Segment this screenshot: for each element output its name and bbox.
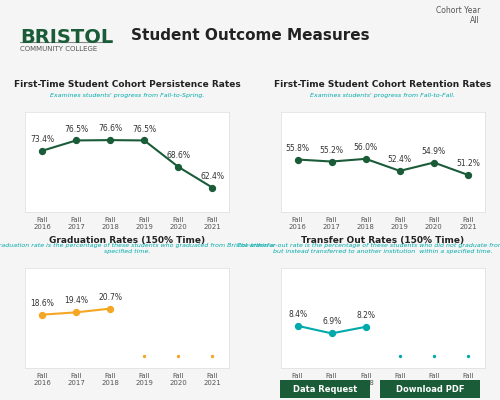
Title: Transfer Out Rates (150% Time): Transfer Out Rates (150% Time)	[301, 236, 464, 245]
Text: 76.6%: 76.6%	[98, 124, 122, 133]
Point	[140, 353, 148, 359]
Point	[106, 306, 114, 312]
Point	[106, 137, 114, 143]
Text: 55.2%: 55.2%	[320, 146, 344, 154]
Point	[464, 353, 472, 359]
Text: BRISTOL: BRISTOL	[20, 28, 113, 47]
Text: Examines students' progress from Fall-to-Fall.: Examines students' progress from Fall-to…	[310, 93, 456, 98]
Text: 55.8%: 55.8%	[286, 144, 310, 152]
Text: 62.4%: 62.4%	[200, 172, 224, 181]
Point	[430, 353, 438, 359]
Point	[38, 148, 46, 154]
Point	[208, 184, 216, 191]
Point	[72, 137, 80, 144]
Point	[396, 353, 404, 359]
Text: 6.9%: 6.9%	[322, 318, 342, 326]
Point	[140, 137, 148, 144]
Text: The transfer-out rate is the percentage of these students who did not graduate f: The transfer-out rate is the percentage …	[238, 243, 500, 254]
Text: 51.2%: 51.2%	[456, 159, 480, 168]
Point	[328, 158, 336, 165]
Text: Examines students' progress from Fall-to-Spring.: Examines students' progress from Fall-to…	[50, 93, 204, 98]
Text: 19.4%: 19.4%	[64, 296, 88, 306]
Text: 18.6%: 18.6%	[30, 299, 54, 308]
Title: Graduation Rates (150% Time): Graduation Rates (150% Time)	[49, 236, 205, 245]
Text: Cohort Year
All: Cohort Year All	[436, 6, 480, 25]
Text: Download PDF: Download PDF	[396, 384, 464, 394]
Point	[464, 172, 472, 178]
Text: 68.6%: 68.6%	[166, 151, 190, 160]
Text: Data Request: Data Request	[293, 384, 357, 394]
Point	[174, 164, 182, 170]
Text: 76.5%: 76.5%	[64, 124, 88, 134]
Point	[362, 156, 370, 162]
Title: First-Time Student Cohort Retention Rates: First-Time Student Cohort Retention Rate…	[274, 80, 492, 89]
Point	[208, 353, 216, 359]
Text: 52.4%: 52.4%	[388, 155, 412, 164]
Text: 8.2%: 8.2%	[356, 311, 375, 320]
Point	[362, 324, 370, 330]
Point	[72, 309, 80, 316]
Text: 54.9%: 54.9%	[422, 146, 446, 156]
Point	[430, 159, 438, 166]
Text: Student Outcome Measures: Student Outcome Measures	[130, 28, 370, 43]
Text: 73.4%: 73.4%	[30, 135, 54, 144]
Point	[294, 156, 302, 163]
Text: The graduation rate is the percentage of these students who graduated from Brist: The graduation rate is the percentage of…	[0, 243, 274, 254]
Text: 56.0%: 56.0%	[354, 143, 378, 152]
Point	[328, 330, 336, 336]
Text: 76.5%: 76.5%	[132, 124, 156, 134]
Text: 20.7%: 20.7%	[98, 293, 122, 302]
Text: COMMUNITY COLLEGE: COMMUNITY COLLEGE	[20, 46, 97, 52]
Text: 8.4%: 8.4%	[288, 310, 307, 319]
Point	[396, 168, 404, 174]
Point	[38, 312, 46, 318]
Title: First-Time Student Cohort Persistence Rates: First-Time Student Cohort Persistence Ra…	[14, 80, 240, 89]
Point	[174, 353, 182, 359]
Point	[294, 323, 302, 329]
